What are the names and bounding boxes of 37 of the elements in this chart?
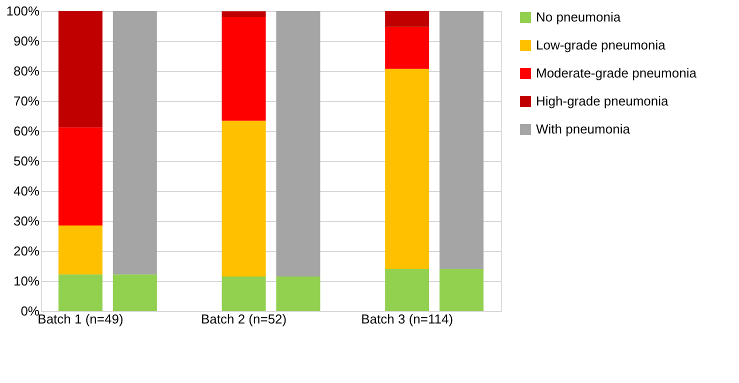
y-tick-label: 20%: [13, 244, 40, 258]
y-tick-label: 30%: [13, 214, 40, 228]
bar: [222, 120, 266, 276]
bar: [385, 68, 430, 269]
bar: [222, 11, 266, 17]
y-tick-label: 100%: [6, 4, 40, 18]
legend-label: No pneumonia: [536, 10, 622, 24]
legend-label: Moderate-grade pneumonia: [536, 66, 698, 80]
bar: [58, 226, 102, 274]
x-tick-label: Batch 1 (n=49): [38, 312, 124, 326]
bar: [385, 269, 430, 311]
legend-label: High-grade pneumonia: [536, 94, 670, 108]
x-tick-label: Batch 2 (n=52): [200, 312, 287, 326]
bar: [58, 11, 102, 128]
y-tick-label: 50%: [13, 154, 40, 168]
y-tick-label: 0%: [20, 304, 40, 318]
bar: [222, 17, 266, 121]
y-tick-label: 70%: [13, 94, 40, 108]
bar: [440, 11, 484, 269]
y-tick-label: 90%: [13, 34, 40, 48]
bar: [58, 274, 102, 311]
bar: [112, 274, 157, 311]
y-tick-label: 60%: [13, 124, 40, 138]
bar: [112, 11, 157, 274]
y-tick-label: 10%: [13, 274, 40, 288]
y-tick-label: 80%: [13, 64, 40, 78]
bar: [385, 11, 430, 27]
bar: [385, 26, 430, 69]
bar: [222, 276, 266, 311]
y-tick-label: 40%: [13, 184, 40, 198]
legend-label: With pneumonia: [536, 122, 631, 136]
bar: [58, 127, 102, 226]
bar: [440, 269, 484, 311]
bar: [276, 11, 320, 276]
legend-label: Low-grade pneumonia: [536, 38, 666, 52]
x-tick-label: Batch 3 (n=114): [361, 312, 454, 326]
bar: [276, 276, 320, 311]
